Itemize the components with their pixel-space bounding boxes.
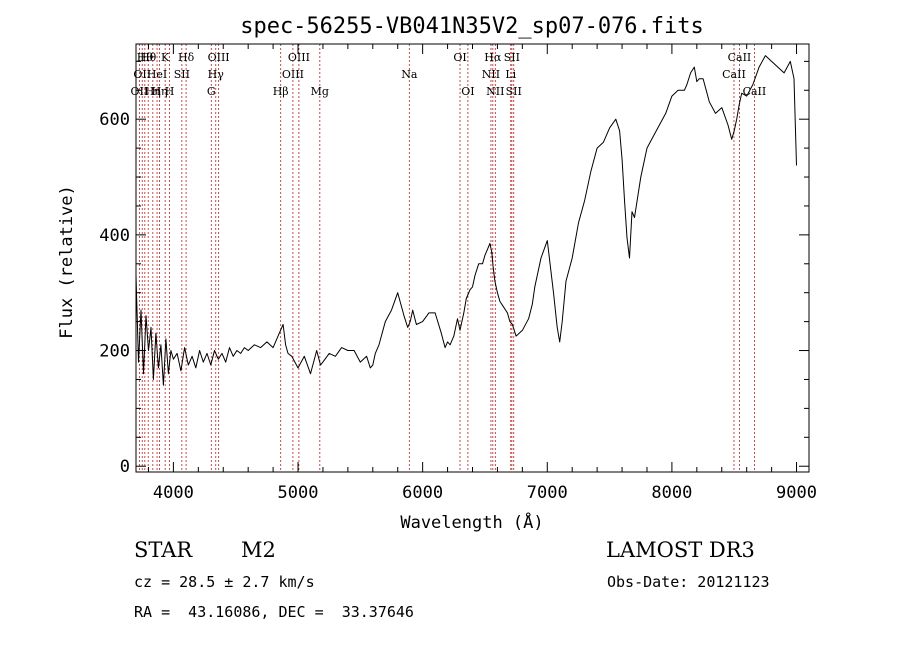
x-tick-label: 6000 — [402, 483, 443, 503]
line-label: NII — [482, 68, 500, 81]
line-label: OI — [453, 51, 466, 64]
line-label: Hη — [145, 85, 161, 98]
line-label: Hγ — [208, 68, 225, 81]
line-label: Hβ — [273, 85, 289, 98]
plot-frame — [135, 43, 810, 473]
line-label: CaII — [728, 51, 752, 64]
line-label: OII — [131, 85, 149, 98]
line-label: OII — [133, 68, 151, 81]
y-tick-label: 0 — [120, 457, 130, 477]
x-tick-label: 9000 — [776, 483, 817, 503]
line-label: OIII — [208, 51, 230, 64]
y-tick-label: 200 — [99, 342, 130, 362]
line-label: OI — [461, 85, 474, 98]
line-label: Hδ — [178, 51, 195, 64]
line-label: OIII — [288, 51, 310, 64]
spectral-subclass: M2 — [241, 538, 276, 562]
line-label: Mg — [311, 85, 329, 98]
x-tick-label: 8000 — [651, 483, 692, 503]
y-tick-label: 400 — [99, 226, 130, 246]
y-tick-label: 600 — [99, 110, 130, 130]
line-label: Hθ — [140, 51, 157, 64]
object-type: STAR — [134, 538, 193, 562]
spectrum-line — [135, 55, 797, 386]
chart-title: spec-56255-VB041N35V2_sp07-076.fits — [240, 14, 704, 39]
line-label: CaII — [743, 85, 767, 98]
survey-name: LAMOST DR3 — [606, 538, 755, 562]
y-axis-label: Flux (relative) — [57, 185, 77, 339]
line-label: Hη — [151, 85, 167, 98]
line-label: Na — [401, 68, 418, 81]
emission-line-labels: OIIOIIHθHθHηHeIHηKHSIIHδGHγOIIIHβOIIIOII… — [131, 51, 767, 98]
line-label: H — [165, 85, 175, 98]
x-tick-label: 7000 — [527, 483, 568, 503]
axis-ticks: 4000 5000 6000 7000 8000 9000 0 200 400 600 — [99, 44, 817, 503]
coordinates: RA = 43.16086, DEC = 33.37646 — [134, 603, 414, 621]
line-label: Hθ — [137, 51, 154, 64]
line-label: G — [207, 85, 216, 98]
line-label: SII — [174, 68, 190, 81]
line-label: SII — [504, 51, 520, 64]
observation-date: Obs-Date: 20121123 — [607, 573, 770, 591]
x-tick-label: 5000 — [278, 483, 319, 503]
x-tick-label: 4000 — [153, 483, 194, 503]
line-label: K — [161, 51, 170, 64]
emission-line-markers — [138, 44, 755, 472]
line-label: SII — [506, 85, 522, 98]
x-axis-label: Wavelength (Å) — [400, 511, 543, 533]
line-label: NII — [486, 85, 504, 98]
line-label: OIII — [282, 68, 304, 81]
line-label: Hα — [484, 51, 502, 64]
line-label: CaII — [722, 68, 746, 81]
line-label: HeI — [147, 68, 167, 81]
line-label: Li — [505, 68, 516, 81]
radial-velocity: cz = 28.5 ± 2.7 km/s — [134, 573, 315, 591]
